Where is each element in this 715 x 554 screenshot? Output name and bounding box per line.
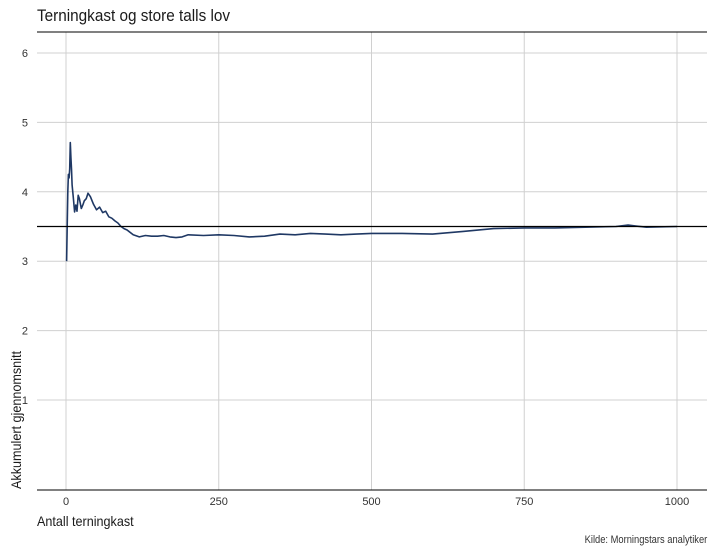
x-tick-label: 0	[63, 496, 69, 508]
y-tick-label: 2	[22, 326, 28, 338]
grid-layer	[37, 32, 707, 490]
axis-layer	[37, 31, 707, 491]
source-note: Kilde: Morningstars analytiker	[584, 534, 707, 546]
x-tick-label: 250	[210, 496, 228, 508]
x-tick-label: 1000	[665, 496, 689, 508]
x-axis-title: Antall terningkast	[37, 513, 134, 529]
y-tick-label: 6	[22, 48, 28, 60]
running-average-line	[65, 141, 678, 262]
y-tick-label: 1	[22, 395, 28, 407]
y-tick-label: 3	[22, 256, 28, 268]
y-tick-label: 5	[22, 117, 28, 129]
x-tick-label: 750	[515, 496, 533, 508]
series-layer	[37, 141, 707, 262]
chart-title: Terningkast og store talls lov	[37, 6, 231, 25]
tick-label-layer: 1 2 3 4 5 6 0 250 500 750 1000	[22, 48, 689, 508]
x-tick-label: 500	[362, 496, 380, 508]
y-tick-label: 4	[22, 187, 28, 199]
